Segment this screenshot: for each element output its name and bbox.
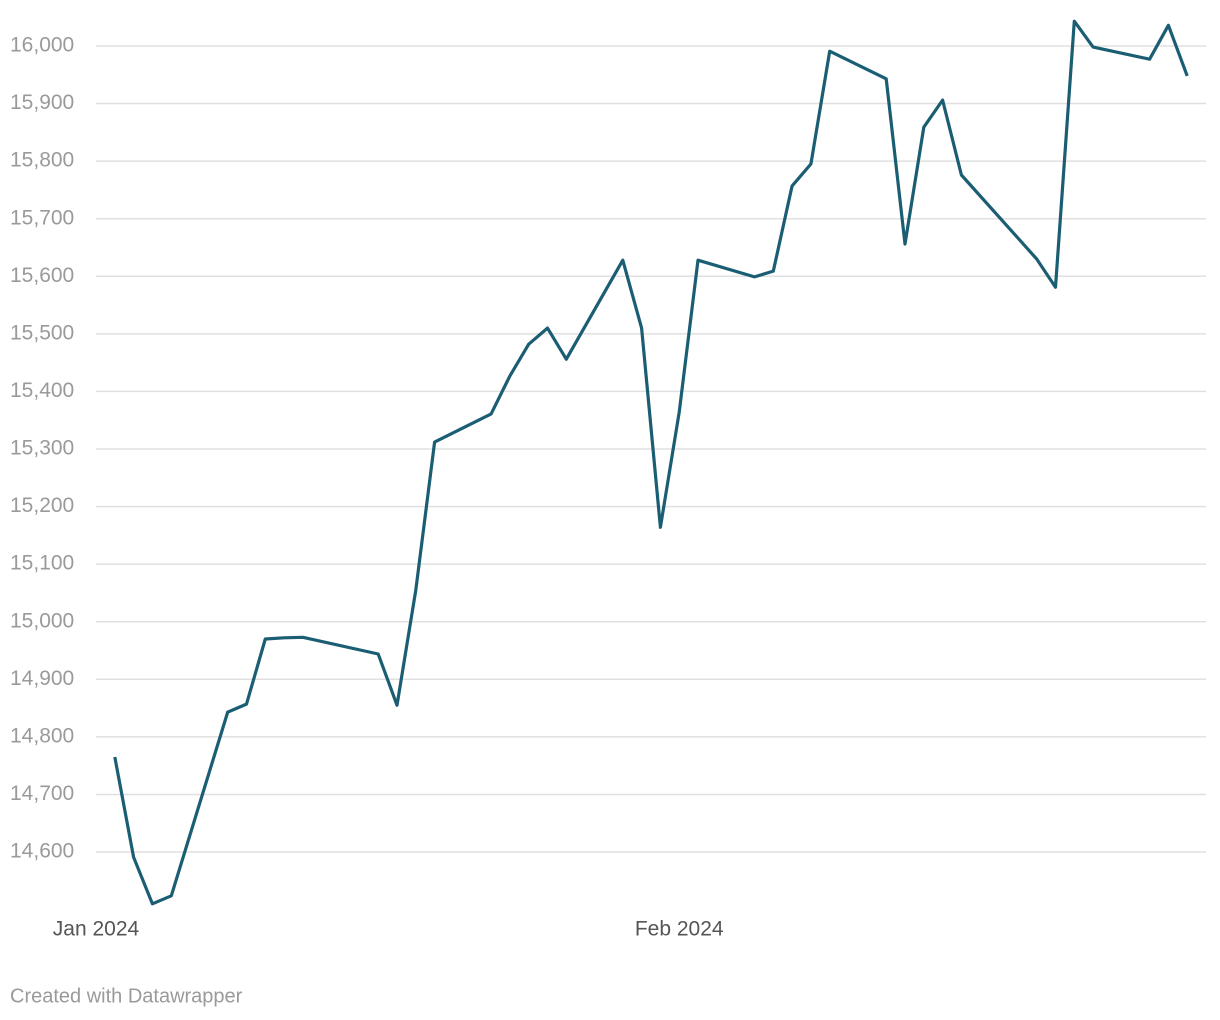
- credit: Created with Datawrapper: [10, 985, 243, 1007]
- y-tick-label: 14,700: [10, 782, 74, 805]
- y-tick-label: 15,700: [10, 206, 74, 229]
- x-tick-label: Jan 2024: [53, 918, 140, 941]
- y-tick-label: 14,900: [10, 667, 74, 690]
- y-tick-label: 15,600: [10, 264, 74, 287]
- y-tick-label: 14,600: [10, 840, 74, 863]
- y-tick-label: 15,000: [10, 609, 74, 632]
- y-tick-label: 16,000: [10, 34, 74, 57]
- y-tick-label: 15,800: [10, 149, 74, 172]
- y-tick-label: 15,100: [10, 552, 74, 575]
- y-tick-label: 15,300: [10, 437, 74, 460]
- y-tick-label: 15,500: [10, 321, 74, 344]
- y-tick-label: 15,200: [10, 494, 74, 517]
- y-tick-label: 14,800: [10, 724, 74, 747]
- y-tick-label: 15,900: [10, 91, 74, 114]
- y-tick-label: 15,400: [10, 379, 74, 402]
- line: [113, 19, 1189, 906]
- x-tick-label: Feb 2024: [635, 918, 724, 941]
